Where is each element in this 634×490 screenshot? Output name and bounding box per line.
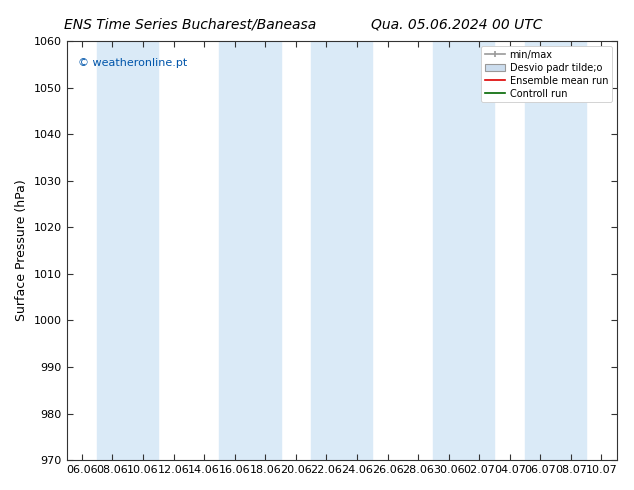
Text: © weatheronline.pt: © weatheronline.pt <box>77 58 187 68</box>
Bar <box>434 41 495 460</box>
Text: ENS Time Series Bucharest/Baneasa: ENS Time Series Bucharest/Baneasa <box>64 17 316 31</box>
Y-axis label: Surface Pressure (hPa): Surface Pressure (hPa) <box>15 180 28 321</box>
Text: Qua. 05.06.2024 00 UTC: Qua. 05.06.2024 00 UTC <box>371 17 542 31</box>
Legend: min/max, Desvio padr tilde;o, Ensemble mean run, Controll run: min/max, Desvio padr tilde;o, Ensemble m… <box>481 46 612 102</box>
Bar <box>311 41 372 460</box>
Bar <box>219 41 280 460</box>
Bar <box>97 41 158 460</box>
Bar <box>525 41 586 460</box>
